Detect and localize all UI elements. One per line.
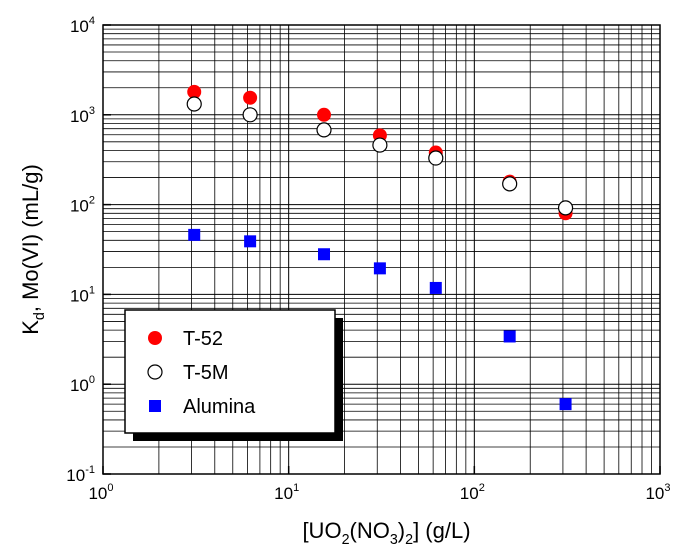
data-points [186,84,574,411]
y-tick-label: 104 [70,15,95,36]
legend-marker-t-5m [147,364,163,380]
data-point-t-5m [242,107,258,123]
data-point-alumina [188,228,201,241]
y-tick-label: 10-1 [66,464,95,485]
legend: T-52 T-5M Alumina [124,309,343,441]
plot-frame [102,24,661,475]
data-point-t-52 [187,84,202,99]
data-point-alumina [318,248,331,261]
data-point-t-5m [502,176,518,192]
data-point-alumina [429,281,442,294]
y-tick-labels: 10-1 100 101 102 103 104 [66,15,95,485]
x-tick-label: 102 [460,482,485,503]
data-point-t-5m [372,137,388,153]
y-tick-label: 101 [70,284,95,305]
data-point-t-5m [186,96,202,112]
x-tick-label: 100 [88,482,113,503]
data-point-t-52 [243,90,258,105]
x-axis-label: [UO2(NO3)2] (g/L) [302,518,470,548]
data-point-alumina [503,330,516,343]
x-tick-labels: 100 101 102 103 [88,482,670,503]
data-point-t-5m [428,150,444,166]
y-tick-label: 103 [70,105,95,126]
y-tick-label: 102 [70,195,95,216]
data-point-t-5m [557,200,574,216]
legend-marker-alumina [149,400,161,412]
legend-marker-t-52 [148,331,162,345]
data-point-alumina [559,398,572,411]
data-point-alumina [244,235,257,248]
y-axis-label: Kd, Mo(VI) (mL/g) [18,164,48,335]
y-tick-label: 100 [70,374,95,395]
x-tick-label: 103 [645,482,670,503]
series-alumina [188,228,572,411]
data-point-t-52 [317,107,332,122]
data-point-t-5m [316,122,332,138]
legend-label-t-5m: T-5M [183,362,229,384]
data-point-alumina [373,262,386,275]
legend-label-alumina: Alumina [183,396,256,418]
series-t-5m [186,96,574,216]
legend-label-t-52: T-52 [183,328,223,350]
x-tick-label: 101 [274,482,299,503]
